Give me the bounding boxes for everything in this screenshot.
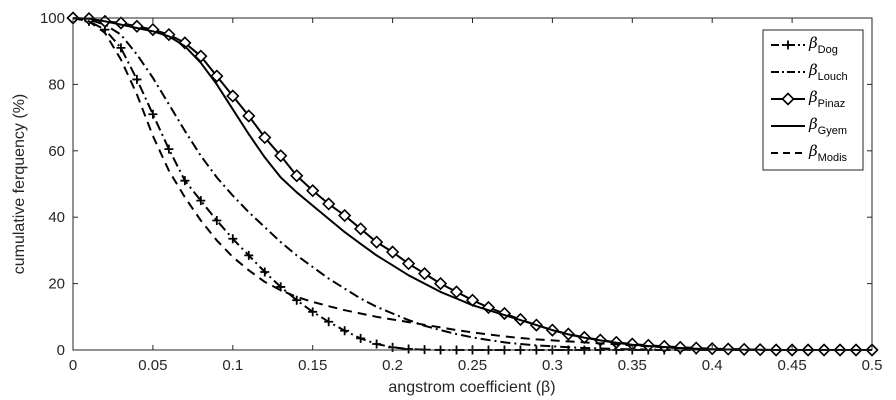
legend-label: βModis <box>808 142 848 164</box>
x-tick-label: 0.5 <box>862 357 883 374</box>
legend-symbol: β <box>808 61 818 79</box>
data-point <box>196 196 206 206</box>
data-point <box>372 339 382 349</box>
data-point <box>404 344 414 354</box>
y-tick-label: 80 <box>48 76 65 93</box>
legend-label: βGyem <box>808 115 847 137</box>
data-point <box>242 109 256 123</box>
series-line <box>72 17 872 351</box>
data-point <box>260 267 270 277</box>
data-point <box>433 276 448 291</box>
data-point <box>178 36 192 50</box>
x-axis-label: angstrom coefficient (β) <box>388 379 555 396</box>
x-tick-label: 0 <box>69 357 77 374</box>
legend-symbol: β <box>808 34 818 52</box>
data-point <box>324 317 334 327</box>
data-point <box>228 234 238 244</box>
legend-subscript: Pinaz <box>818 98 846 110</box>
x-tick-label: 0.2 <box>382 357 403 374</box>
legend-label: βPinaz <box>808 88 845 110</box>
legend-subscript: Gyem <box>818 125 847 137</box>
data-point <box>369 235 384 249</box>
data-point <box>308 307 318 317</box>
y-tick-label: 100 <box>40 10 65 27</box>
x-tick-label: 0.35 <box>618 357 647 374</box>
data-point <box>180 176 190 186</box>
legend-item-dog: βDog <box>771 34 838 56</box>
data-point <box>417 267 432 281</box>
legend-item-louch: βLouch <box>771 61 848 83</box>
data-point <box>385 245 400 259</box>
data-point <box>449 285 464 299</box>
legend-label: βLouch <box>808 61 848 83</box>
y-tick-label: 20 <box>48 276 65 293</box>
data-point <box>356 333 366 343</box>
y-tick-label: 60 <box>48 143 65 160</box>
data-point <box>244 250 254 260</box>
legend-item-pinaz: βPinaz <box>771 88 845 110</box>
legend-symbol: β <box>808 115 818 133</box>
legend-label: βDog <box>808 34 838 56</box>
legend-subscript: Modis <box>818 152 848 164</box>
y-tick-label: 40 <box>48 209 65 226</box>
series-louch <box>72 17 872 351</box>
data-point <box>306 184 320 198</box>
data-point <box>338 208 352 223</box>
legend-subscript: Dog <box>818 44 838 56</box>
y-axis-label: cumulative ferquency (%) <box>11 94 28 275</box>
x-tick-label: 0.4 <box>702 357 723 374</box>
data-point <box>132 74 142 84</box>
data-point <box>354 222 368 236</box>
y-tick-label: 0 <box>57 342 65 359</box>
data-point <box>258 130 272 145</box>
data-point <box>210 69 224 83</box>
x-tick-label: 0.25 <box>458 357 487 374</box>
data-point <box>340 326 350 336</box>
legend-item-modis: βModis <box>771 142 848 164</box>
x-tick-label: 0.45 <box>777 357 806 374</box>
legend-item-gyem: βGyem <box>771 115 847 137</box>
x-tick-label: 0.1 <box>222 357 243 374</box>
legend-marker <box>783 40 793 50</box>
x-tick-label: 0.15 <box>298 357 327 374</box>
ticks-layer: 0 0.05 0.1 0.15 0.2 0.25 0.3 0.35 0.4 0.45 0.5 0 20 4… <box>40 10 882 374</box>
data-point <box>116 43 126 53</box>
data-point <box>322 197 336 211</box>
data-point <box>148 109 158 119</box>
x-tick-label: 0.3 <box>542 357 563 374</box>
legend-subscript: Louch <box>818 71 848 83</box>
data-point <box>164 144 174 154</box>
data-point <box>274 149 288 163</box>
data-point <box>401 257 416 271</box>
x-tick-label: 0.05 <box>138 357 167 374</box>
legend-symbol: β <box>808 142 818 160</box>
data-point <box>290 169 304 183</box>
data-point <box>212 216 222 226</box>
data-point <box>276 282 286 292</box>
data-point <box>292 295 302 305</box>
legend-symbol: β <box>808 88 818 106</box>
legend-marker <box>781 92 795 106</box>
data-point <box>226 89 240 103</box>
